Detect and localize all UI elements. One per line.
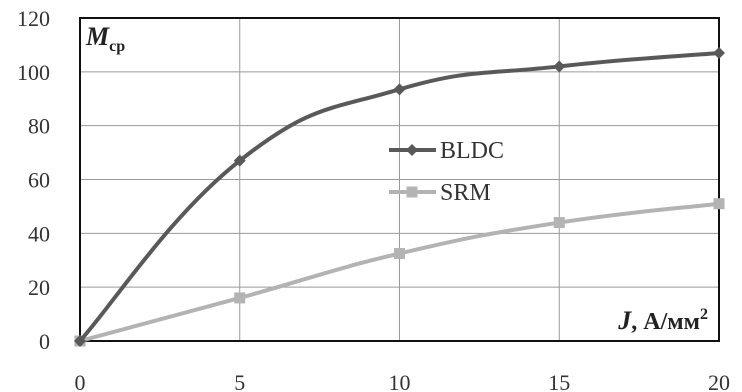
series-bldc-point	[713, 46, 725, 59]
series-srm-point	[234, 292, 246, 304]
legend-item-srm: SRM	[389, 180, 491, 206]
series-bldc	[74, 46, 725, 347]
series-bldc-line	[78, 50, 721, 343]
y-tick-label: 20	[28, 275, 50, 300]
x-tick-label: 20	[708, 370, 730, 392]
y-axis-label-main: M	[85, 22, 110, 51]
x-tick-label: 0	[75, 370, 86, 392]
legend-swatch-marker	[406, 144, 418, 156]
y-tick-label: 120	[17, 6, 50, 31]
y-tick-label: 60	[28, 168, 50, 193]
y-tick-label: 40	[28, 221, 50, 246]
x-tick-labels: 0 5 10 15 20	[75, 370, 731, 392]
y-tick-label: 80	[28, 114, 50, 139]
series-srm-point	[553, 217, 565, 229]
x-tick-label: 10	[389, 370, 411, 392]
y-tick-label: 0	[39, 329, 50, 354]
x-axis-label-main: J	[617, 306, 632, 335]
legend: BLDC SRM	[389, 138, 504, 206]
x-axis-label: J, А/мм2	[617, 306, 708, 335]
series-layer	[74, 46, 725, 347]
y-tick-labels: 0 20 40 60 80 100 120	[17, 6, 50, 354]
x-tick-label: 15	[548, 370, 570, 392]
x-tick-label: 5	[234, 370, 245, 392]
y-axis-label-subscript: ср	[109, 38, 125, 55]
series-bldc-point	[553, 60, 566, 73]
legend-swatch-marker	[406, 186, 418, 198]
legend-label: SRM	[440, 180, 491, 206]
series-bldc-point	[74, 335, 86, 347]
legend-label: BLDC	[440, 138, 504, 164]
grid	[80, 18, 719, 341]
plot-frame	[79, 17, 720, 342]
series-bldc-point	[393, 83, 406, 96]
legend-item-bldc: BLDC	[389, 138, 504, 164]
series-srm-point	[713, 198, 725, 210]
series-srm-point	[394, 248, 405, 260]
series-bldc-point	[233, 154, 246, 167]
x-axis-label-superscript: 2	[700, 306, 708, 323]
y-tick-label: 100	[17, 60, 50, 85]
y-axis-label: Mср	[85, 22, 125, 55]
x-axis-label-unit: , А/мм	[631, 309, 700, 335]
